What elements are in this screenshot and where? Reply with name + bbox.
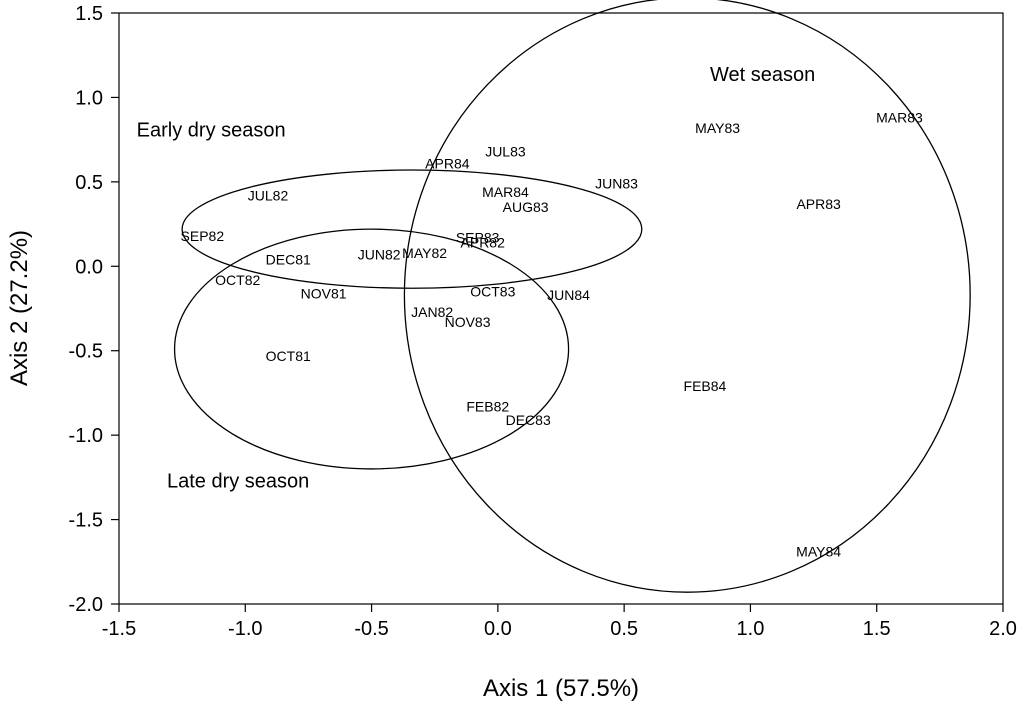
point-label-may82: MAY82 bbox=[402, 245, 447, 261]
point-label-group: MAR83 MAY83 APR83 JUL83 APR84 JUN83 MAR84AUG83… bbox=[181, 110, 923, 560]
x-tick-label: 0.0 bbox=[484, 618, 512, 640]
point-label-oct83: OCT83 bbox=[470, 284, 515, 300]
point-label-sep82: SEP82 bbox=[181, 228, 225, 244]
wet-season-ellipse bbox=[403, 0, 971, 593]
point-label-feb84: FEB84 bbox=[684, 378, 727, 394]
x-tick-label: 1.0 bbox=[737, 618, 765, 640]
point-label-oct81: OCT81 bbox=[266, 348, 311, 364]
x-tick-label: -0.5 bbox=[354, 618, 388, 640]
point-label-apr84: APR84 bbox=[425, 155, 470, 171]
point-label-may84: MAY84 bbox=[796, 544, 841, 560]
point-label-aug83: AUG83 bbox=[503, 199, 549, 215]
point-label-oct82: OCT82 bbox=[215, 272, 260, 288]
late-dry-season-label: Late dry season bbox=[167, 471, 309, 493]
y-axis-title: Axis 2 (27.2%) bbox=[6, 230, 33, 386]
y-tick-label: -2.0 bbox=[69, 594, 103, 616]
point-label-jun82: JUN82 bbox=[358, 246, 401, 262]
point-label-mar84: MAR84 bbox=[482, 184, 529, 200]
early-dry-season-label: Early dry season bbox=[137, 120, 286, 142]
x-tick-label: -1.0 bbox=[228, 618, 262, 640]
point-label-nov83: NOV83 bbox=[445, 314, 491, 330]
early-dry-season-ellipse bbox=[181, 169, 643, 289]
ellipse-group bbox=[173, 0, 971, 593]
region-label-group: Early dry season Late dry season Wet seaso… bbox=[137, 64, 816, 493]
point-label-jun83: JUN83 bbox=[595, 176, 638, 192]
y-tick-label: 1.5 bbox=[75, 3, 103, 25]
y-tick-label: 0.5 bbox=[75, 172, 103, 194]
point-label-jul82: JUL82 bbox=[248, 187, 289, 203]
y-tick-label: -1.5 bbox=[69, 510, 103, 532]
x-tick-label: 1.5 bbox=[863, 618, 891, 640]
y-axis-ticks: -2.0 -1.5 -1.0 -0.5 0.0 0.5 1.0 1.5 bbox=[69, 3, 119, 616]
point-label-mar83: MAR83 bbox=[876, 110, 923, 126]
x-axis-ticks: -1.5 -1.0 -0.5 0.0 0.5 1.0 1.5 2.0 bbox=[102, 604, 1017, 640]
y-tick-label: -0.5 bbox=[69, 341, 103, 363]
wet-season-label: Wet season bbox=[710, 64, 815, 86]
x-tick-label: -1.5 bbox=[102, 618, 136, 640]
point-label-jul83: JUL83 bbox=[485, 143, 526, 159]
x-axis-title: Axis 1 (57.5%) bbox=[483, 675, 639, 702]
late-dry-season-ellipse bbox=[173, 228, 570, 470]
y-tick-label: 1.0 bbox=[75, 87, 103, 109]
point-label-sep83: SEP83 bbox=[456, 230, 500, 246]
plot-frame bbox=[118, 12, 1004, 605]
y-tick-label: 0.0 bbox=[75, 256, 103, 278]
point-label-jun84: JUN84 bbox=[547, 287, 590, 303]
x-tick-label: 2.0 bbox=[989, 618, 1017, 640]
point-label-apr83: APR83 bbox=[796, 196, 841, 212]
point-label-feb82: FEB82 bbox=[466, 398, 509, 414]
point-label-apr82: APR82 bbox=[461, 235, 506, 251]
y-tick-label: -1.0 bbox=[69, 425, 103, 447]
point-label-may83: MAY83 bbox=[695, 120, 740, 136]
x-tick-label: 0.5 bbox=[610, 618, 638, 640]
point-label-dec83: DEC83 bbox=[506, 412, 551, 428]
point-label-dec81: DEC81 bbox=[266, 252, 311, 268]
point-label-nov81: NOV81 bbox=[301, 285, 347, 301]
point-label-jan82: JAN82 bbox=[411, 304, 453, 320]
